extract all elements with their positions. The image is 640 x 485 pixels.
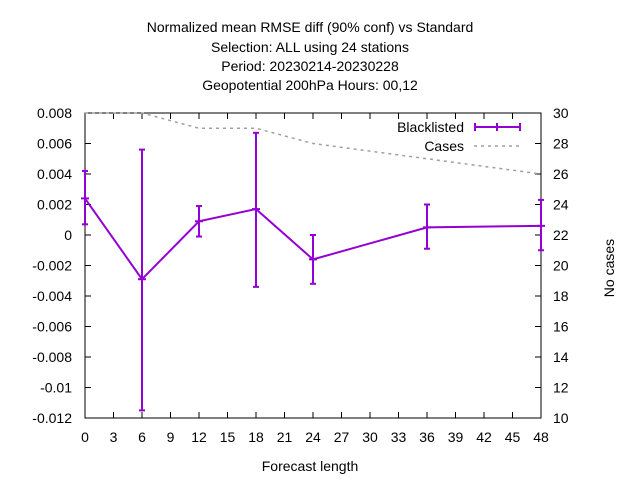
x-tick-label: 45 — [505, 429, 521, 445]
x-tick-label: 27 — [334, 429, 350, 445]
x-tick-label: 42 — [476, 429, 492, 445]
y2-tick-label: 18 — [553, 288, 569, 304]
y2-axis-label: No cases — [601, 239, 617, 297]
x-tick-label: 0 — [81, 429, 89, 445]
x-tick-label: 6 — [138, 429, 146, 445]
x-tick-label: 24 — [305, 429, 321, 445]
x-tick-label: 39 — [448, 429, 464, 445]
y-tick-label: 0.004 — [37, 166, 72, 182]
axes-group: 0 3 6 9 12 15 18 21 24 27 30 33 36 39 42 45 48-0.012-0.0… — [32, 105, 568, 445]
y-tick-label: -0.006 — [32, 319, 72, 335]
series-group — [81, 112, 545, 412]
y2-tick-label: 28 — [553, 136, 569, 152]
cases-series-line — [85, 112, 542, 175]
legend: Blacklisted Cases — [397, 119, 521, 154]
y-tick-label: -0.002 — [32, 258, 72, 274]
y2-tick-label: 24 — [553, 197, 569, 213]
y2-tick-label: 12 — [553, 380, 569, 396]
chart-title-line-3: Period: 20230214-20230228 — [221, 58, 399, 74]
x-tick-label: 12 — [191, 429, 207, 445]
x-tick-label: 15 — [220, 429, 236, 445]
chart-title-line-4: Geopotential 200hPa Hours: 00,12 — [202, 77, 418, 93]
y-tick-label: -0.012 — [32, 410, 72, 426]
y2-tick-label: 22 — [553, 227, 569, 243]
x-axis-label: Forecast length — [262, 458, 359, 474]
x-tick-label: 3 — [110, 429, 118, 445]
y-tick-label: 0.002 — [37, 197, 72, 213]
y2-tick-label: 10 — [553, 410, 569, 426]
y-tick-label: 0.006 — [37, 136, 72, 152]
chart-title-line-2: Selection: ALL using 24 stations — [211, 39, 409, 55]
y2-tick-label: 20 — [553, 258, 569, 274]
y-tick-label: 0 — [64, 227, 72, 243]
x-tick-label: 33 — [391, 429, 407, 445]
y-tick-label: -0.01 — [40, 380, 72, 396]
y-tick-label: -0.008 — [32, 349, 72, 365]
legend-label-cases: Cases — [424, 138, 464, 154]
chart-title-line-1: Normalized mean RMSE diff (90% conf) vs … — [147, 19, 474, 35]
x-tick-label: 21 — [277, 429, 293, 445]
y-tick-label: 0.008 — [37, 105, 72, 121]
y2-tick-label: 26 — [553, 166, 569, 182]
x-tick-label: 18 — [248, 429, 264, 445]
y2-tick-label: 30 — [553, 105, 569, 121]
x-tick-label: 30 — [362, 429, 378, 445]
chart-title-group: Normalized mean RMSE diff (90% conf) vs … — [147, 19, 474, 93]
y2-tick-label: 16 — [553, 319, 569, 335]
x-tick-label: 48 — [533, 429, 549, 445]
y2-tick-label: 14 — [553, 349, 569, 365]
y-tick-label: -0.004 — [32, 288, 72, 304]
x-tick-label: 9 — [167, 429, 175, 445]
x-tick-label: 36 — [419, 429, 435, 445]
legend-label-blacklisted: Blacklisted — [397, 119, 464, 135]
